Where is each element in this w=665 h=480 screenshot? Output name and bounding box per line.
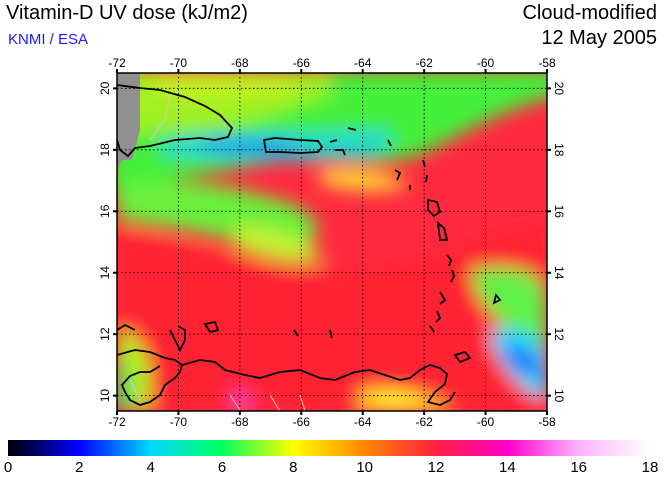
colorbar-label: 2 [75, 459, 84, 476]
lon-tick-bottom [300, 411, 303, 415]
hispaniola-coast [117, 84, 234, 158]
lon-label-bottom: -62 [415, 415, 433, 429]
lon-tick-top [116, 69, 118, 73]
lon-tick-bottom [361, 411, 364, 415]
lat-label-left: 16 [98, 204, 112, 218]
lon-tick-top [484, 69, 487, 73]
lat-label-right: 10 [552, 389, 566, 403]
lesser-antilles [387, 139, 502, 333]
lat-tick-left [113, 148, 117, 151]
lat-tick-left [113, 271, 117, 274]
lon-label-bottom: -64 [354, 415, 372, 429]
lon-label-top: -72 [108, 56, 126, 70]
lat-tick-left [113, 394, 117, 397]
lon-label-bottom: -68 [231, 415, 249, 429]
lat-tick-left [113, 87, 117, 90]
colorbar-label: 4 [146, 459, 155, 476]
colorbar-label: 8 [289, 459, 298, 476]
map-frame [116, 72, 548, 412]
lon-tick-top [300, 69, 303, 73]
lat-tick-right [547, 148, 551, 151]
lon-label-top: -66 [293, 56, 311, 70]
lat-label-right: 20 [552, 82, 566, 96]
colorbar-label: 6 [217, 459, 227, 476]
lon-label-top: -70 [170, 56, 188, 70]
lat-label-left: 12 [98, 327, 112, 341]
lon-label-top: -64 [354, 56, 372, 70]
lon-tick-bottom [423, 411, 426, 415]
lon-label-bottom: -58 [538, 415, 556, 429]
lat-tick-right [547, 210, 551, 213]
lat-tick-right [547, 394, 551, 397]
borders [129, 94, 306, 411]
lat-tick-left [113, 333, 117, 336]
colorbar-label: 18 [641, 459, 659, 476]
source-credit: KNMI / ESA [8, 31, 89, 48]
lat-label-right: 12 [552, 328, 566, 342]
lat-tick-right [547, 333, 551, 336]
virgin-islands [329, 127, 357, 156]
colorbar-label: 14 [498, 459, 516, 476]
coastlines [117, 84, 502, 406]
map-date: 12 May 2005 [541, 27, 657, 49]
lon-tick-top [238, 69, 241, 73]
lon-label-top: -68 [231, 56, 249, 70]
lon-label-top: -60 [477, 56, 495, 70]
lat-tick-right [547, 87, 551, 90]
axis-ticks [113, 69, 551, 415]
product-mode: Cloud-modified [522, 2, 657, 24]
lon-tick-bottom [238, 411, 241, 415]
lon-label-bottom: -60 [477, 415, 495, 429]
lon-tick-bottom [116, 411, 118, 415]
colorbar [8, 440, 650, 456]
lat-label-right: 14 [552, 266, 566, 280]
lat-tick-left [113, 210, 117, 213]
axis-labels: -72 -72 -70 -70 -68 -68 -66 -66 -64 -64 -62 -62 -60 -… [98, 56, 566, 429]
lon-label-top: -58 [538, 56, 556, 70]
lon-tick-top [546, 69, 548, 73]
colorbar-label: 16 [570, 459, 587, 476]
lon-label-bottom: -70 [170, 415, 188, 429]
puerto-rico-coast [262, 137, 324, 154]
uv-dose-map: -72 -72 -70 -70 -68 -68 -66 -66 -64 -64 -62 -62 -60 -… [98, 56, 566, 429]
colorbar-label: 0 [3, 459, 13, 476]
lon-label-bottom: -72 [108, 415, 126, 429]
lon-tick-top [361, 69, 364, 73]
colorbar-label: 12 [427, 459, 445, 476]
lon-label-bottom: -66 [293, 415, 311, 429]
lon-tick-bottom [484, 411, 487, 415]
uv-field [117, 73, 547, 411]
lon-tick-top [423, 69, 426, 73]
south-america-coast [117, 320, 472, 406]
graticule [117, 73, 547, 411]
lat-label-left: 14 [98, 266, 112, 280]
lat-label-left: 20 [98, 81, 112, 95]
map-title: Vitamin-D UV dose (kJ/m2) [6, 2, 248, 24]
lat-label-left: 10 [98, 389, 112, 403]
lon-tick-top [177, 69, 180, 73]
lat-label-left: 18 [98, 143, 112, 157]
lon-tick-bottom [546, 411, 548, 415]
lat-tick-right [547, 271, 551, 274]
lat-label-right: 18 [552, 143, 566, 157]
lat-label-right: 16 [552, 205, 566, 219]
lon-tick-bottom [177, 411, 180, 415]
lon-label-top: -62 [415, 56, 433, 70]
colorbar-label: 10 [356, 459, 373, 476]
